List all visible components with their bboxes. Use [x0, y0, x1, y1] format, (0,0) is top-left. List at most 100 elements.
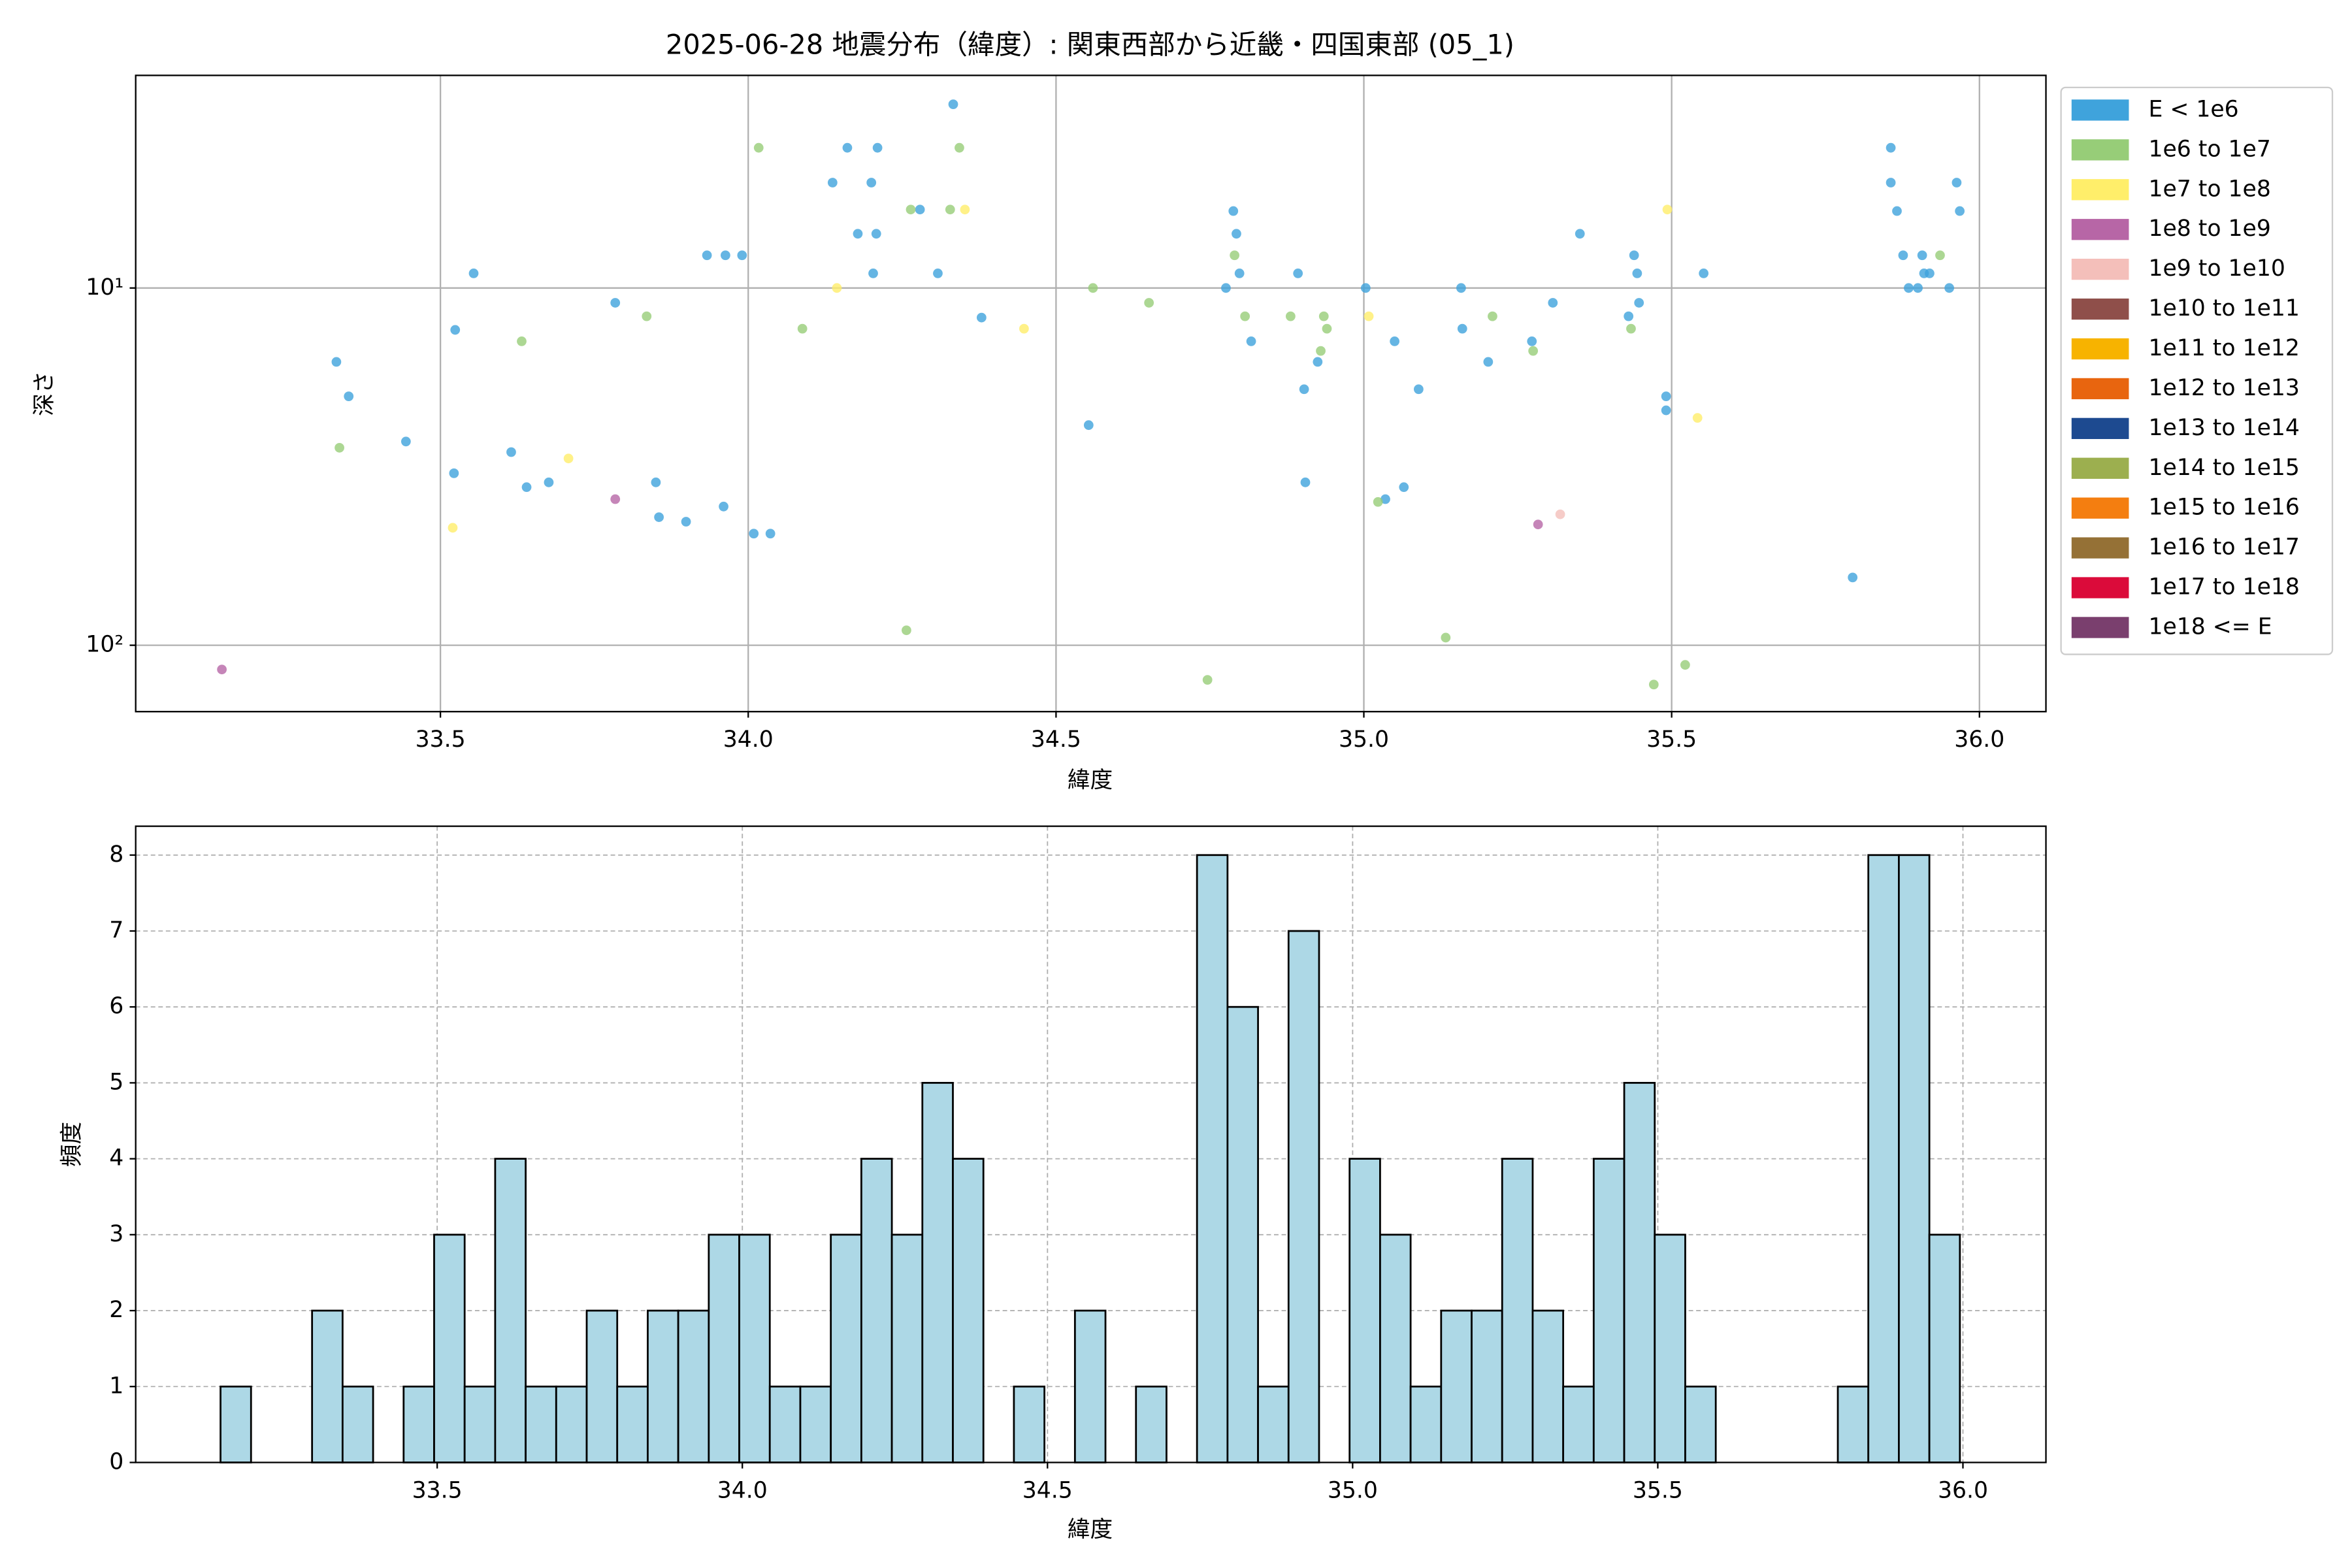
histogram-bar — [890, 1233, 924, 1463]
point — [868, 269, 878, 278]
point — [1380, 494, 1390, 504]
point — [1364, 311, 1374, 321]
point — [1300, 477, 1311, 487]
point — [832, 283, 842, 293]
histogram-bar — [1837, 1385, 1870, 1463]
legend-swatch — [2071, 577, 2129, 598]
histogram-bar — [1867, 854, 1900, 1463]
point — [1892, 206, 1902, 216]
point — [842, 142, 853, 153]
histogram-bar — [463, 1385, 497, 1463]
point — [1528, 346, 1539, 356]
histogram-bar — [585, 1309, 619, 1463]
point — [1527, 336, 1537, 346]
point — [1648, 679, 1659, 690]
point — [960, 204, 970, 215]
histogram-bar — [1226, 1005, 1259, 1463]
histogram-bar — [525, 1385, 557, 1463]
legend-label: 1e7 to 1e8 — [2148, 176, 2270, 202]
point — [1904, 283, 1914, 293]
y-tick-label: 2 — [109, 1297, 123, 1323]
point — [1955, 206, 1965, 216]
legend-label: 1e13 to 1e14 — [2148, 415, 2299, 441]
y-axis-label: 頻度 — [59, 1122, 85, 1167]
legend-swatch — [2071, 417, 2129, 439]
point — [753, 142, 764, 153]
point — [1399, 482, 1409, 493]
legend-swatch — [2071, 617, 2129, 638]
point — [544, 477, 554, 487]
legend-box — [2060, 86, 2334, 655]
point — [1234, 269, 1245, 278]
point — [1230, 250, 1240, 261]
point — [1680, 660, 1690, 670]
point — [331, 357, 342, 367]
legend-swatch — [2071, 338, 2129, 360]
legend-swatch — [2071, 457, 2129, 479]
point — [610, 494, 621, 504]
point — [642, 311, 652, 321]
point — [450, 325, 461, 335]
point — [468, 269, 479, 278]
x-tick-label: 33.5 — [416, 727, 466, 753]
histogram-bar — [1654, 1233, 1686, 1463]
legend-label: 1e16 to 1e17 — [2148, 534, 2299, 561]
point — [853, 229, 863, 239]
point — [1019, 323, 1029, 334]
histogram-bar — [1379, 1233, 1412, 1463]
histogram-bar — [1684, 1385, 1717, 1463]
legend-swatch — [2071, 378, 2129, 400]
point — [1624, 311, 1634, 321]
point — [1240, 311, 1250, 321]
point — [1533, 519, 1543, 530]
point — [719, 501, 728, 512]
histogram-bar — [1592, 1158, 1625, 1463]
point — [1898, 250, 1908, 261]
point — [1457, 323, 1467, 334]
legend-swatch — [2071, 497, 2129, 519]
point — [344, 391, 354, 401]
x-tick-label: 35.5 — [1633, 1477, 1683, 1503]
point — [517, 336, 527, 346]
histogram-bar — [1409, 1385, 1443, 1463]
point — [871, 229, 881, 239]
point — [1456, 283, 1466, 293]
histogram-bar — [555, 1385, 588, 1463]
point — [1083, 420, 1094, 431]
legend-label: 1e18 <= E — [2148, 613, 2272, 640]
legend-label: 1e15 to 1e16 — [2148, 495, 2299, 521]
point — [1917, 250, 1927, 261]
point — [335, 442, 344, 453]
y-tick-label: 8 — [109, 841, 123, 868]
point — [217, 664, 227, 675]
legend-label: 1e10 to 1e11 — [2148, 295, 2299, 321]
point — [915, 204, 925, 215]
legend-swatch — [2071, 179, 2129, 201]
point — [1246, 336, 1256, 346]
y-tick-label: 4 — [109, 1145, 123, 1171]
histogram-bar — [1898, 854, 1931, 1463]
point — [1441, 632, 1451, 643]
histogram-bar — [799, 1385, 832, 1463]
point — [449, 468, 459, 478]
point — [1232, 229, 1241, 239]
legend-label: 1e14 to 1e15 — [2148, 455, 2299, 481]
legend-label: 1e8 to 1e9 — [2148, 216, 2270, 242]
point — [872, 142, 883, 153]
x-tick-label: 34.5 — [1031, 727, 1081, 753]
histogram-bar — [341, 1385, 374, 1463]
histogram-bar — [1471, 1309, 1503, 1463]
legend-label: 1e12 to 1e13 — [2148, 375, 2299, 401]
x-tick-label: 34.0 — [717, 1477, 768, 1503]
point — [1390, 336, 1400, 346]
y-tick-label: 10² — [86, 632, 123, 658]
histogram-bar — [1135, 1385, 1168, 1463]
point — [1935, 250, 1945, 261]
point — [1483, 357, 1494, 367]
point — [1373, 497, 1383, 507]
legend-label: 1e6 to 1e7 — [2148, 136, 2270, 162]
histogram-bar — [433, 1233, 466, 1463]
point — [945, 204, 955, 215]
point — [521, 482, 532, 493]
